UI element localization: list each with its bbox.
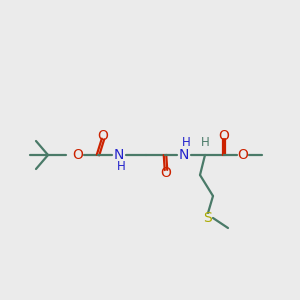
Text: N: N — [114, 148, 124, 162]
Text: H: H — [201, 136, 209, 149]
Text: O: O — [73, 148, 83, 162]
Text: O: O — [98, 129, 108, 143]
Text: H: H — [117, 160, 125, 173]
Text: O: O — [238, 148, 248, 162]
Text: O: O — [219, 129, 230, 143]
Text: S: S — [204, 211, 212, 225]
Text: H: H — [182, 136, 190, 149]
Text: O: O — [160, 166, 171, 180]
Text: N: N — [179, 148, 189, 162]
